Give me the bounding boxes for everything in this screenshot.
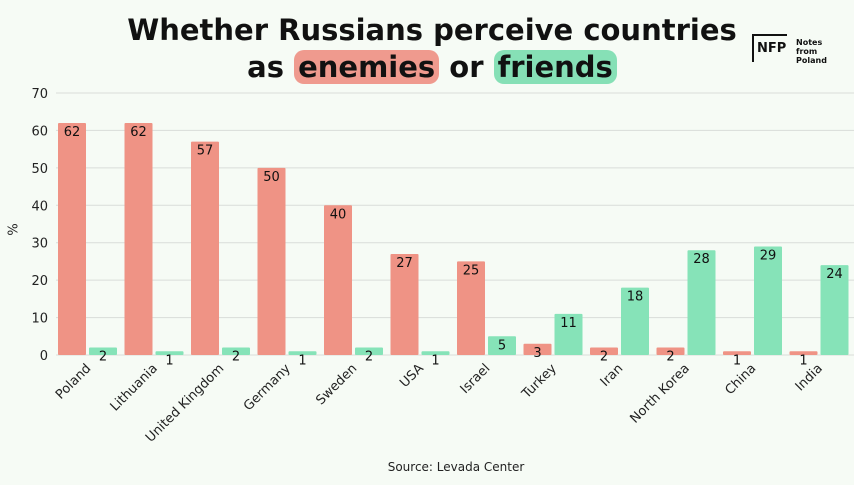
y-tick-label: 30 [31, 237, 48, 252]
notes-from-poland-logo: NFP Notes from Poland [752, 28, 842, 72]
bar-enemies [457, 261, 485, 355]
data-label-enemies: 27 [396, 256, 413, 271]
data-label-friends: 28 [693, 252, 710, 267]
bar-enemies [257, 167, 286, 355]
bar-friends [89, 347, 117, 355]
data-label-enemies: 2 [600, 350, 608, 365]
chart-title: Whether Russians perceive countries as e… [0, 12, 854, 86]
y-tick-label: 20 [31, 274, 48, 289]
bar-friends [488, 336, 516, 355]
data-label-friends: 24 [826, 267, 843, 282]
y-tick-label: 50 [31, 162, 48, 177]
bar-friends [222, 347, 250, 355]
data-label-friends: 2 [232, 350, 240, 365]
x-tick-label: North Korea [628, 361, 693, 426]
bar-friends [621, 287, 649, 355]
bar-enemies [58, 122, 86, 355]
logo-text-line-1: Notes from [796, 38, 823, 56]
title-enemies-highlight: enemies [294, 50, 440, 84]
data-label-enemies: 62 [130, 125, 147, 140]
data-label-enemies: 62 [64, 125, 81, 140]
y-tick-label: 40 [31, 199, 48, 214]
data-label-friends: 2 [99, 350, 107, 365]
title-line-2: as enemies or friends [0, 49, 854, 86]
bar-friends [554, 313, 583, 355]
data-label-friends: 2 [365, 350, 373, 365]
bar-friends [820, 265, 849, 355]
y-tick-label: 60 [31, 124, 48, 139]
x-tick-label: Germany [241, 361, 294, 414]
data-label-friends: 5 [498, 338, 506, 353]
logo-text: Notes from Poland [796, 38, 842, 65]
x-tick-label: India [793, 361, 826, 394]
data-label-enemies: 57 [197, 144, 214, 159]
title-line-1: Whether Russians perceive countries [127, 13, 737, 47]
data-label-enemies: 1 [733, 353, 741, 368]
source-note: Source: Levada Center [387, 460, 525, 474]
data-label-enemies: 25 [463, 263, 480, 278]
y-tick-label: 70 [31, 87, 48, 102]
title-or: or [439, 50, 494, 84]
data-label-friends: 18 [627, 290, 644, 305]
data-label-friends: 29 [760, 248, 777, 263]
x-tick-label: Iran [598, 361, 627, 390]
data-label-enemies: 1 [799, 353, 807, 368]
data-label-friends: 11 [560, 316, 577, 331]
bar-friends [754, 246, 782, 355]
bar-enemies [656, 347, 685, 355]
x-tick-label: Israel [458, 361, 494, 397]
x-tick-label: Turkey [519, 361, 560, 402]
data-label-friends: 1 [165, 353, 173, 368]
y-tick-label: 0 [40, 349, 48, 364]
bar-enemies [324, 205, 352, 355]
bar-enemies [723, 351, 751, 355]
logo-text-line-2: Poland [796, 56, 827, 65]
bar-friends [155, 351, 184, 355]
data-label-friends: 1 [298, 353, 306, 368]
bar-friends [355, 347, 383, 355]
data-label-enemies: 3 [533, 346, 541, 361]
x-tick-label: Sweden [313, 361, 360, 408]
logo-mark: NFP [752, 34, 787, 62]
bar-friends [687, 250, 716, 355]
bar-enemies [590, 347, 618, 355]
x-tick-label: USA [397, 361, 427, 391]
bar-enemies [789, 351, 818, 355]
title-friends-highlight: friends [493, 50, 617, 84]
bar-friends [288, 351, 317, 355]
y-tick-label: 10 [31, 312, 48, 327]
bar-enemies [191, 141, 219, 355]
data-label-enemies: 2 [666, 350, 674, 365]
bar-enemies [124, 122, 153, 355]
data-label-enemies: 40 [330, 207, 347, 222]
x-tick-label: Poland [53, 361, 94, 402]
x-tick-label: Lithuania [108, 361, 161, 414]
title-as: as [247, 50, 295, 84]
bar-enemies [390, 253, 419, 355]
bar-friends [421, 351, 450, 355]
data-label-enemies: 50 [263, 170, 280, 185]
data-label-friends: 1 [431, 353, 439, 368]
bar-enemies [523, 343, 552, 355]
